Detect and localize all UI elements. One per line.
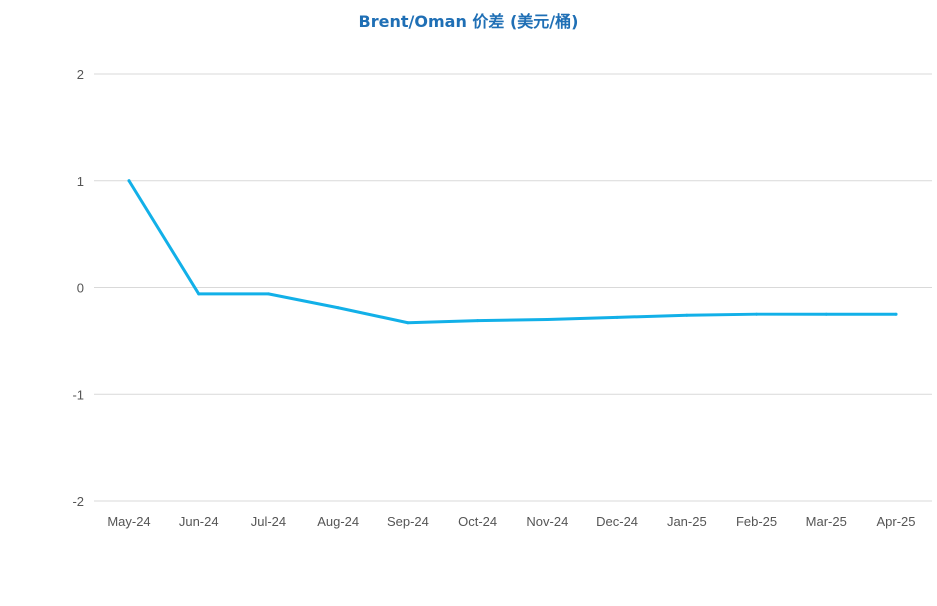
x-axis-labels: May-24 Jun-24 Jul-24 Aug-24 Sep-24 Oct-24 Nov-… [107,514,915,529]
x-tick-label: Oct-24 [458,514,497,529]
x-tick-label: May-24 [107,514,150,529]
y-tick-label: 2 [77,67,84,82]
y-tick-label: 0 [77,281,84,296]
gridlines [94,73,932,502]
x-tick-label: Apr-25 [876,514,915,529]
data-point [197,292,201,296]
x-tick-label: Feb-25 [736,514,777,529]
series-layer [127,179,898,325]
data-point [266,292,270,296]
data-point [336,306,340,310]
x-tick-label: Jan-25 [667,514,707,529]
y-tick-label: -2 [72,494,84,509]
data-point [476,319,480,323]
x-tick-label: Nov-24 [526,514,568,529]
data-point [824,312,828,316]
x-tick-label: Mar-25 [806,514,847,529]
data-point [894,312,898,316]
y-tick-label: -1 [72,387,84,402]
y-tick-label: 1 [77,174,84,189]
x-tick-label: Dec-24 [596,514,638,529]
data-point [545,318,549,322]
data-point [127,179,131,183]
series-line [127,179,898,325]
x-tick-label: Sep-24 [387,514,429,529]
chart-title: Brent/Oman 价差 (美元/桶) [358,12,579,31]
x-tick-label: Aug-24 [317,514,359,529]
x-tick-label: Jul-24 [251,514,286,529]
data-point [615,315,619,319]
data-point [755,312,759,316]
data-point [406,321,410,325]
data-point [685,313,689,317]
y-axis-labels: 2 1 0 -1 -2 [72,67,84,509]
x-tick-label: Jun-24 [179,514,219,529]
